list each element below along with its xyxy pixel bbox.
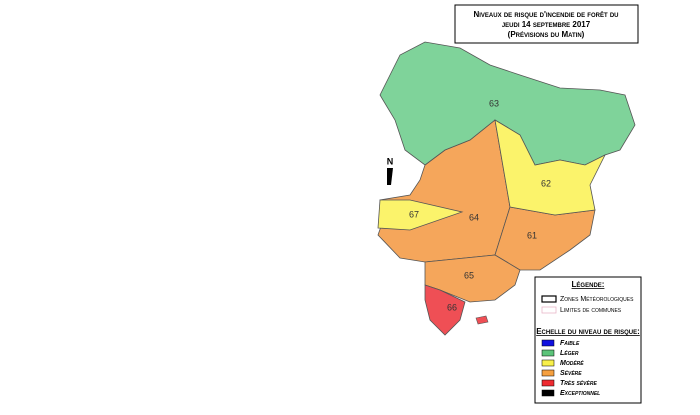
zone-label: 63 (489, 98, 499, 108)
scale-swatch (541, 359, 555, 367)
legend: Légende: Zones Météorologiques Limites de … (536, 280, 640, 397)
zone-label: 67 (409, 209, 419, 219)
title-line: (Prévisions du Matin) (508, 30, 585, 39)
zone (424, 284, 466, 336)
scale-swatch (541, 349, 555, 357)
scale-level: Sévère (560, 369, 582, 377)
scale-level: Léger (560, 349, 579, 357)
title-line: jeudi 14 septembre 2017 (502, 20, 591, 29)
zone (494, 206, 596, 271)
scale-swatch (541, 389, 555, 397)
legend-swatch (541, 306, 557, 314)
north-label: N (387, 156, 394, 166)
zone (377, 199, 464, 231)
scale-level: Faible (560, 340, 580, 347)
scale-swatch (541, 379, 555, 387)
zone-label: 65 (464, 270, 474, 280)
zone-label: 62 (541, 178, 551, 188)
island (475, 315, 489, 325)
zone-label: 64 (469, 212, 479, 222)
zone-label: 66 (447, 302, 457, 312)
scale-level: Modéré (560, 359, 584, 367)
legend-item: Limites de communes (560, 307, 622, 314)
legend-item: Zones Météorologiques (560, 296, 634, 303)
zone (494, 119, 606, 216)
legend-title: Légende: (572, 280, 605, 289)
scale-swatch (541, 369, 555, 377)
title-box (454, 4, 639, 44)
scale-level: Très sévère (560, 379, 597, 387)
map: 64 61 65 63 62 67 66 (377, 41, 636, 336)
scale-swatch (541, 339, 555, 347)
scale-level: Exceptionnel (560, 390, 600, 397)
scale-title: Echelle du niveau de risque: (536, 327, 640, 336)
legend-swatch (541, 295, 557, 303)
north-arrow (387, 168, 393, 185)
zone-label: 61 (527, 230, 537, 240)
title-line: Niveaux de risque d'incendie de forêt du (473, 10, 618, 19)
